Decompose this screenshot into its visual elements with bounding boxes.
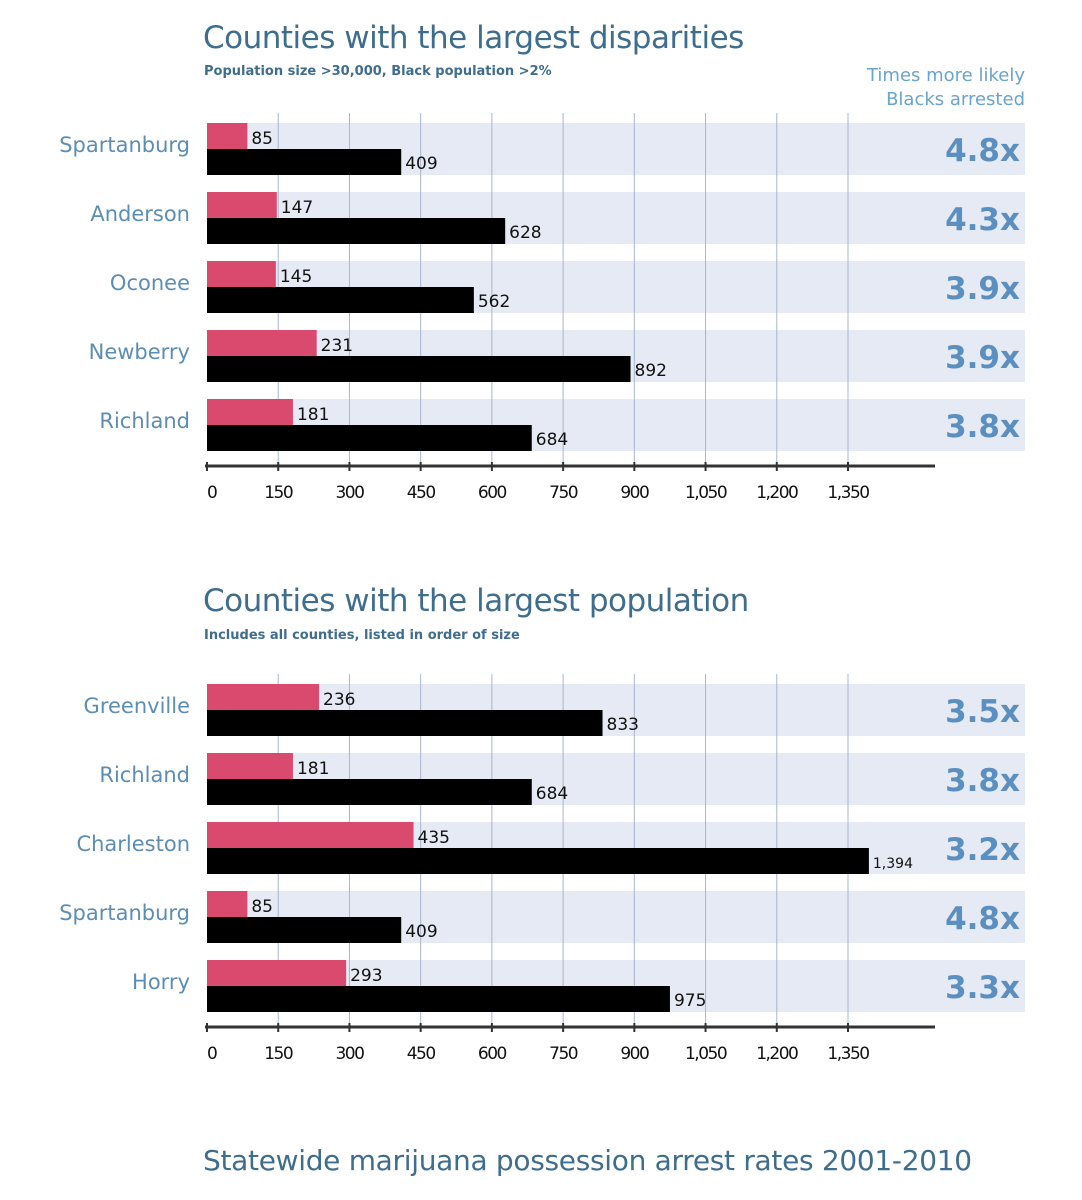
ratio-label: 4.8x <box>945 901 1020 937</box>
white-value-label: 236 <box>323 690 355 710</box>
white-value-label: 181 <box>297 759 329 779</box>
x-tick-label: 300 <box>335 483 364 503</box>
ratio-label: 3.9x <box>945 340 1020 376</box>
x-tick-label: 150 <box>264 483 293 503</box>
x-tick-label: 450 <box>407 1044 436 1064</box>
x-tick-label: 450 <box>407 483 436 503</box>
x-tick-label: 300 <box>335 1044 364 1064</box>
black-value-label: 684 <box>536 430 568 450</box>
x-tick-label: 600 <box>478 1044 507 1064</box>
ratio-header: Times more likely Blacks arrested <box>867 64 1025 112</box>
black-arrest-bar <box>207 218 506 244</box>
ratio-header-line1: Times more likely <box>866 65 1025 86</box>
black-value-label: 562 <box>478 292 510 312</box>
ratio-label: 3.3x <box>945 970 1020 1006</box>
x-tick-label: 900 <box>620 1044 649 1064</box>
black-arrest-bar <box>207 779 532 805</box>
county-label: Horry <box>132 970 190 994</box>
black-value-label: 628 <box>509 223 541 243</box>
chart1-subtitle: Population size >30,000, Black populatio… <box>204 64 552 79</box>
white-arrest-bar <box>207 753 293 779</box>
black-value-label: 409 <box>405 922 437 942</box>
ratio-label: 3.8x <box>945 409 1020 445</box>
black-value-label: 409 <box>405 154 437 174</box>
x-tick-label: 1,350 <box>827 1044 869 1064</box>
white-value-label: 231 <box>321 336 353 356</box>
x-tick-label: 150 <box>264 1044 293 1064</box>
white-arrest-bar <box>207 960 347 986</box>
black-arrest-bar <box>207 986 670 1012</box>
x-tick-label: 750 <box>549 483 578 503</box>
white-value-label: 85 <box>251 897 273 917</box>
white-value-label: 293 <box>350 966 382 986</box>
white-value-label: 435 <box>418 828 450 848</box>
black-arrest-bar <box>207 149 402 175</box>
county-label: Spartanburg <box>59 133 190 157</box>
white-arrest-bar <box>207 399 293 425</box>
ratio-label: 3.5x <box>945 694 1020 730</box>
white-value-label: 85 <box>251 129 273 149</box>
ratio-label: 4.8x <box>945 133 1020 169</box>
county-label: Anderson <box>90 202 190 226</box>
black-value-label: 684 <box>536 784 568 804</box>
white-arrest-bar <box>207 123 248 149</box>
x-tick-label: 750 <box>549 1044 578 1064</box>
x-tick-label: 0 <box>207 483 217 503</box>
county-label: Charleston <box>76 832 190 856</box>
county-label: Richland <box>99 763 190 787</box>
ratio-label: 4.3x <box>945 202 1020 238</box>
county-label: Richland <box>99 409 190 433</box>
county-label: Spartanburg <box>59 901 190 925</box>
chart2-subtitle: Includes all counties, listed in order o… <box>204 628 520 643</box>
black-arrest-bar <box>207 287 474 313</box>
black-value-label: 833 <box>607 715 639 735</box>
x-tick-label: 1,050 <box>685 1044 727 1064</box>
chart2-title: Counties with the largest population <box>203 583 749 619</box>
chart1-title: Counties with the largest disparities <box>203 20 744 56</box>
x-tick-label: 1,050 <box>685 483 727 503</box>
footer-title: Statewide marijuana possession arrest ra… <box>203 1144 972 1177</box>
white-arrest-bar <box>207 822 414 848</box>
x-tick-label: 0 <box>207 1044 217 1064</box>
x-tick-label: 1,350 <box>827 483 869 503</box>
white-arrest-bar <box>207 330 317 356</box>
black-value-label: 975 <box>674 991 706 1011</box>
white-arrest-bar <box>207 891 248 917</box>
black-arrest-bar <box>207 917 402 943</box>
black-value-label: 892 <box>635 361 667 381</box>
white-arrest-bar <box>207 261 276 287</box>
county-label: Newberry <box>89 340 190 364</box>
chart2-svg: Greenville 236 833 3.5x Richland 181 684 3.8x Ch… <box>59 674 1025 1064</box>
county-label: Greenville <box>84 694 190 718</box>
x-tick-label: 1,200 <box>756 1044 798 1064</box>
black-arrest-bar <box>207 710 603 736</box>
ratio-header-line2: Blacks arrested <box>886 89 1025 110</box>
black-arrest-bar <box>207 356 631 382</box>
x-tick-label: 900 <box>620 483 649 503</box>
white-value-label: 181 <box>297 405 329 425</box>
ratio-label: 3.9x <box>945 271 1020 307</box>
white-value-label: 147 <box>281 198 313 218</box>
ratio-label: 3.8x <box>945 763 1020 799</box>
black-arrest-bar <box>207 425 532 451</box>
white-arrest-bar <box>207 192 277 218</box>
x-tick-label: 1,200 <box>756 483 798 503</box>
x-tick-label: 600 <box>478 483 507 503</box>
white-arrest-bar <box>207 684 320 710</box>
black-arrest-bar <box>207 848 869 874</box>
county-label: Oconee <box>110 271 190 295</box>
chart1-svg: Spartanburg 85 409 4.8x Anderson 147 628 4.3x Oc… <box>59 113 1025 503</box>
ratio-label: 3.2x <box>945 832 1020 868</box>
black-value-label: 1,394 <box>873 856 913 872</box>
white-value-label: 145 <box>280 267 312 287</box>
